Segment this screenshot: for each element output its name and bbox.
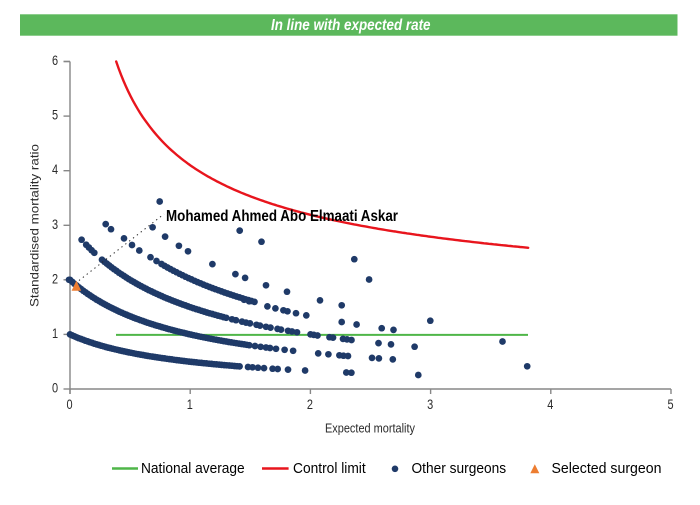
svg-text:Standardised mortality ratio: Standardised mortality ratio [28,144,42,307]
svg-text:2: 2 [307,396,313,412]
svg-text:3: 3 [52,216,58,232]
svg-text:In line with expected rate: In line with expected rate [271,17,431,34]
svg-text:2: 2 [52,270,58,286]
svg-text:Mohamed Ahmed Abo Elmaati Aska: Mohamed Ahmed Abo Elmaati Askar [166,208,398,225]
svg-text:1: 1 [52,325,58,341]
svg-text:6: 6 [52,52,58,68]
svg-text:5: 5 [52,107,58,123]
svg-text:Selected surgeon: Selected surgeon [552,461,662,477]
svg-text:National average: National average [141,461,245,477]
svg-text:5: 5 [668,396,674,412]
svg-text:4: 4 [52,161,58,177]
svg-text:1: 1 [187,396,193,412]
svg-text:Expected mortality: Expected mortality [325,422,416,436]
svg-text:3: 3 [427,396,433,412]
svg-text:0: 0 [67,396,73,412]
svg-text:4: 4 [547,396,553,412]
svg-text:Control limit: Control limit [293,461,366,477]
svg-text:Other surgeons: Other surgeons [412,461,507,477]
svg-text:0: 0 [52,380,58,396]
